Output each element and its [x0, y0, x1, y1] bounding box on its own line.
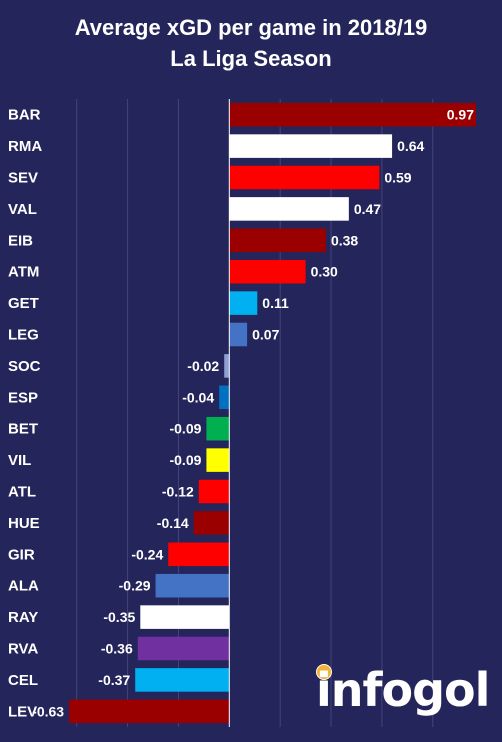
bar-vil: [206, 448, 230, 472]
bars: [69, 102, 476, 724]
value-label: 0.59: [384, 170, 411, 186]
value-label: -0.29: [119, 578, 151, 594]
category-labels: BAR RMA SEV VAL EIB ATM GET LEG SOC ESP BET VIL ATL H…: [8, 107, 42, 721]
category-label: ATM: [8, 264, 39, 281]
infogol-logo: infogol: [316, 663, 492, 720]
category-label: BAR: [8, 107, 41, 124]
bar-hue: [193, 511, 230, 535]
value-label: -0.24: [131, 546, 163, 562]
bar-bar: [229, 102, 476, 127]
bar-atm: [229, 259, 306, 284]
bar-ala: [155, 573, 230, 598]
value-label: 0.64: [397, 138, 424, 154]
value-label: 0.47: [354, 201, 381, 217]
bar-bet: [206, 416, 230, 441]
value-label: 0.07: [252, 327, 279, 343]
value-label: -0.09: [169, 421, 201, 437]
bar-lev: [69, 699, 230, 724]
value-label: -0.36: [101, 641, 133, 657]
category-label: LEG: [8, 327, 39, 344]
value-label: 0.30: [311, 264, 338, 280]
category-label: LEV: [8, 703, 37, 720]
category-label: VIL: [8, 452, 31, 469]
category-label: HUE: [8, 515, 40, 532]
value-label: 0.11: [262, 295, 289, 311]
category-label: ESP: [8, 389, 38, 406]
value-label: -0.04: [182, 389, 214, 405]
bar-soc: [224, 354, 230, 378]
category-label: BET: [8, 421, 38, 438]
value-label: -0.63: [32, 703, 64, 719]
bar-atl: [198, 479, 230, 504]
bar-val: [229, 197, 349, 221]
value-label: -0.35: [103, 609, 135, 625]
bar-rma: [229, 134, 393, 158]
category-label: RMA: [8, 138, 42, 155]
logo-text: infogol: [316, 663, 490, 717]
bar-sev: [229, 165, 380, 190]
category-label: RVA: [8, 641, 38, 658]
bar-rva: [137, 636, 230, 661]
chart-title: Average xGD per game in 2018/19: [74, 15, 428, 40]
value-labels: 0.97 0.64 0.590.47 0.38 0.30 0.11 0.07 -0.02 -0.…: [32, 107, 474, 720]
category-label: GET: [8, 295, 39, 312]
bar-esp: [219, 385, 230, 410]
category-label: SEV: [8, 170, 38, 187]
category-label: RAY: [8, 609, 38, 626]
category-label: ALA: [8, 578, 39, 595]
category-label: VAL: [8, 201, 37, 218]
category-label: EIB: [8, 232, 33, 249]
category-label: GIR: [8, 546, 35, 563]
bar-get: [229, 291, 258, 315]
gridlines: [76, 99, 434, 727]
football-icon: [316, 664, 332, 680]
chart-title-block: Average xGD per game in 2018/19 La Liga …: [0, 12, 502, 74]
category-label: CEL: [8, 672, 38, 689]
bar-eib: [229, 228, 326, 253]
value-label: -0.12: [162, 484, 194, 500]
value-label: -0.09: [169, 452, 201, 468]
bar-gir: [168, 542, 230, 567]
bar-cel: [135, 668, 230, 692]
value-label: 0.38: [331, 232, 358, 248]
value-label: 0.97: [447, 107, 474, 123]
value-label: -0.02: [187, 358, 219, 374]
category-label: ATL: [8, 484, 36, 501]
bar-leg: [229, 322, 248, 347]
value-label: -0.14: [157, 515, 189, 531]
chart-subtitle: La Liga Season: [170, 46, 332, 71]
category-label: SOC: [8, 358, 41, 375]
value-label: -0.37: [98, 672, 130, 688]
bar-ray: [140, 605, 230, 629]
